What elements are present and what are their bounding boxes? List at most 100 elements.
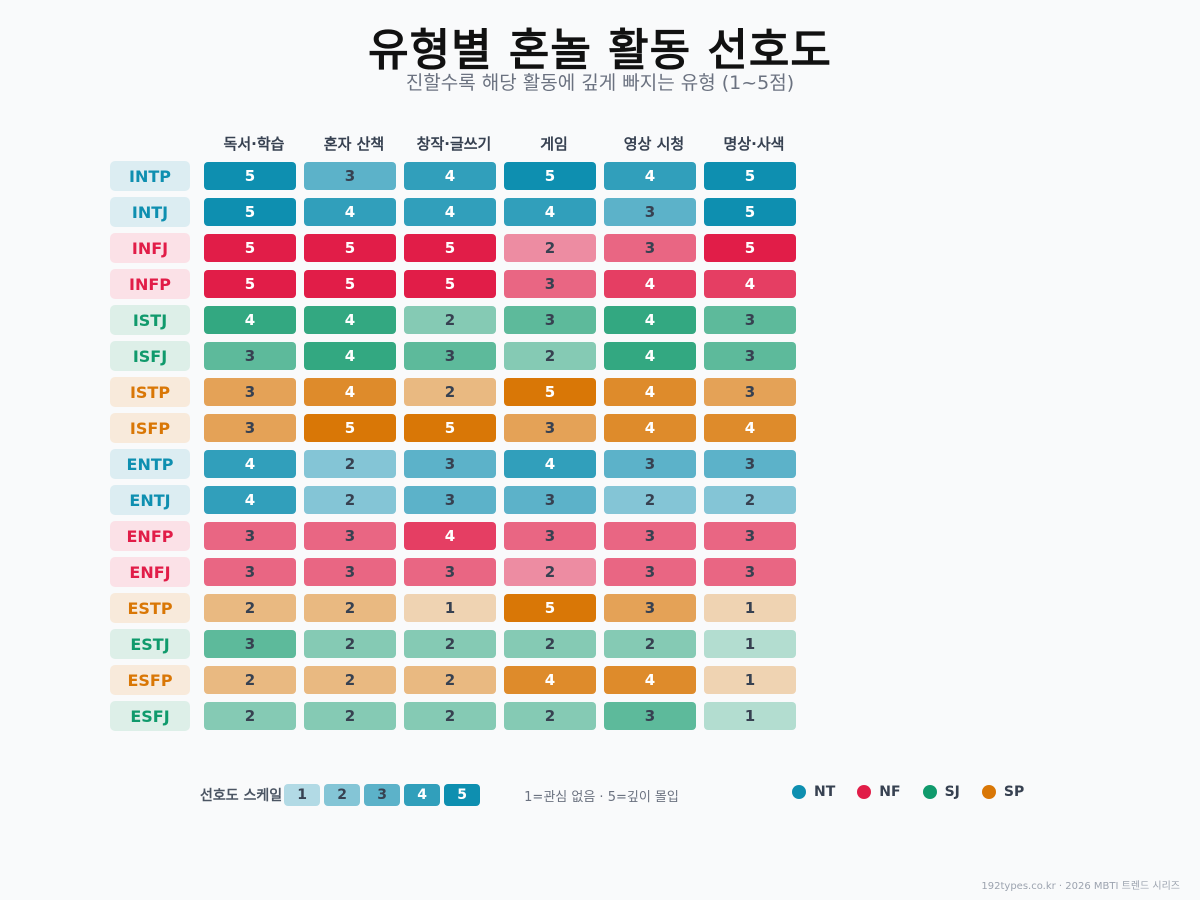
heatmap-cell: 2 [404, 702, 496, 730]
heatmap-cell: 5 [204, 234, 296, 262]
page-subtitle: 진할수록 해당 활동에 깊게 빠지는 유형 (1~5점) [405, 72, 795, 94]
heatmap-cell: 2 [304, 702, 396, 730]
type-label: ENFJ [110, 557, 190, 587]
heatmap-cell: 4 [304, 198, 396, 226]
scale-swatch: 1 [284, 784, 321, 806]
heatmap-cell: 5 [504, 162, 596, 190]
heatmap-cell: 3 [704, 342, 796, 370]
heatmap-cell: 5 [404, 234, 496, 262]
heatmap-cell: 1 [704, 666, 796, 694]
heatmap-cell: 4 [304, 306, 396, 334]
heatmap-cell: 5 [404, 270, 496, 298]
heatmap-row: ISTP 3 4 2 5 4 3 [110, 374, 804, 410]
heatmap-row: ESFJ 2 2 2 2 3 1 [110, 698, 804, 734]
heatmap-cell: 5 [204, 162, 296, 190]
type-label: ISFP [110, 413, 190, 443]
heatmap-cell: 4 [204, 450, 296, 478]
group-dot-icon [981, 785, 996, 799]
heatmap-cell: 5 [204, 270, 296, 298]
heatmap-cell: 3 [604, 594, 696, 622]
scale-swatch: 3 [364, 784, 401, 806]
heatmap-cell: 3 [604, 702, 696, 730]
heatmap-row: ENFJ 3 3 3 2 3 3 [110, 554, 804, 590]
heatmap-cell: 2 [504, 558, 596, 586]
heatmap-cell: 5 [304, 270, 396, 298]
heatmap-cell: 4 [404, 522, 496, 550]
group-legend-label: NT [814, 784, 836, 800]
heatmap-cell: 2 [304, 486, 396, 514]
type-label: INTJ [110, 197, 190, 227]
heatmap-row: INTJ 5 4 4 4 3 5 [110, 194, 804, 230]
heatmap-cell: 5 [504, 594, 596, 622]
group-legend-label: SP [1003, 784, 1025, 800]
heatmap-cell: 2 [504, 234, 596, 262]
heatmap-cell: 1 [704, 702, 796, 730]
heatmap-cell: 3 [204, 414, 296, 442]
column-header-row: 독서·학습 혼자 산책 창작·글쓰기 게임 영상 시청 명상·사색 [204, 128, 804, 158]
heatmap-row: ESTP 2 2 1 5 3 1 [110, 590, 804, 626]
group-legend-item: NF [857, 784, 901, 800]
scale-swatch: 5 [444, 784, 481, 806]
scale-note: 1=관심 없음 · 5=깊이 몰입 [524, 789, 679, 805]
heatmap-row: ESTJ 3 2 2 2 2 1 [110, 626, 804, 662]
type-label: ISTP [110, 377, 190, 407]
type-label: INFP [110, 269, 190, 299]
heatmap-cell: 3 [204, 522, 296, 550]
heatmap-cell: 5 [304, 414, 396, 442]
type-label: ISFJ [110, 341, 190, 371]
heatmap-cell: 2 [404, 306, 496, 334]
column-header: 혼자 산책 [323, 134, 385, 153]
heatmap-cell: 5 [504, 378, 596, 406]
heatmap-cell: 3 [404, 450, 496, 478]
heatmap-cell: 2 [304, 630, 396, 658]
heatmap-cell: 3 [504, 486, 596, 514]
group-legend-item: SJ [922, 784, 960, 800]
scale-legend-title: 선호도 스케일 [200, 788, 283, 804]
heatmap-cell: 2 [204, 666, 296, 694]
heatmap-row: INFP 5 5 5 3 4 4 [110, 266, 804, 302]
heatmap-cell: 4 [304, 342, 396, 370]
heatmap-row: ENTJ 4 2 3 3 2 2 [110, 482, 804, 518]
heatmap-row: INTP 5 3 4 5 4 5 [110, 158, 804, 194]
heatmap-cell: 5 [404, 414, 496, 442]
group-dot-icon [857, 785, 872, 799]
heatmap-cell: 3 [604, 234, 696, 262]
heatmap-cell: 4 [704, 270, 796, 298]
type-label: ENTP [110, 449, 190, 479]
heatmap-cell: 3 [404, 342, 496, 370]
heatmap-row: ESFP 2 2 2 4 4 1 [110, 662, 804, 698]
group-legend-label: SJ [944, 784, 960, 800]
heatmap-cell: 3 [204, 342, 296, 370]
scale-swatch: 2 [324, 784, 361, 806]
column-header: 독서·학습 [223, 134, 285, 153]
heatmap-cell: 3 [504, 270, 596, 298]
heatmap-cell: 4 [604, 414, 696, 442]
heatmap-row: ENTP 4 2 3 4 3 3 [110, 446, 804, 482]
heatmap-cell: 4 [504, 666, 596, 694]
heatmap-cell: 4 [204, 486, 296, 514]
heatmap-cell: 1 [404, 594, 496, 622]
heatmap-cell: 4 [504, 450, 596, 478]
heatmap-cell: 5 [704, 198, 796, 226]
heatmap-cell: 2 [404, 666, 496, 694]
scale-swatch: 4 [404, 784, 441, 806]
heatmap-cell: 3 [304, 522, 396, 550]
heatmap-cell: 3 [204, 630, 296, 658]
heatmap-cell: 3 [404, 486, 496, 514]
heatmap-row: ISFP 3 5 5 3 4 4 [110, 410, 804, 446]
heatmap-cell: 4 [604, 342, 696, 370]
heatmap-cell: 5 [204, 198, 296, 226]
heatmap-cell: 3 [204, 558, 296, 586]
type-label: ENFP [110, 521, 190, 551]
group-legend-item: NT [792, 784, 835, 800]
column-header: 게임 [540, 134, 568, 153]
heatmap-cell: 2 [304, 666, 396, 694]
type-label: ESFP [110, 665, 190, 695]
page-title: 유형별 혼놀 활동 선호도 [368, 25, 832, 76]
heatmap-cell: 4 [204, 306, 296, 334]
type-label: INFJ [110, 233, 190, 263]
heatmap-cell: 3 [504, 414, 596, 442]
heatmap-cell: 3 [604, 198, 696, 226]
heatmap-cell: 2 [204, 702, 296, 730]
